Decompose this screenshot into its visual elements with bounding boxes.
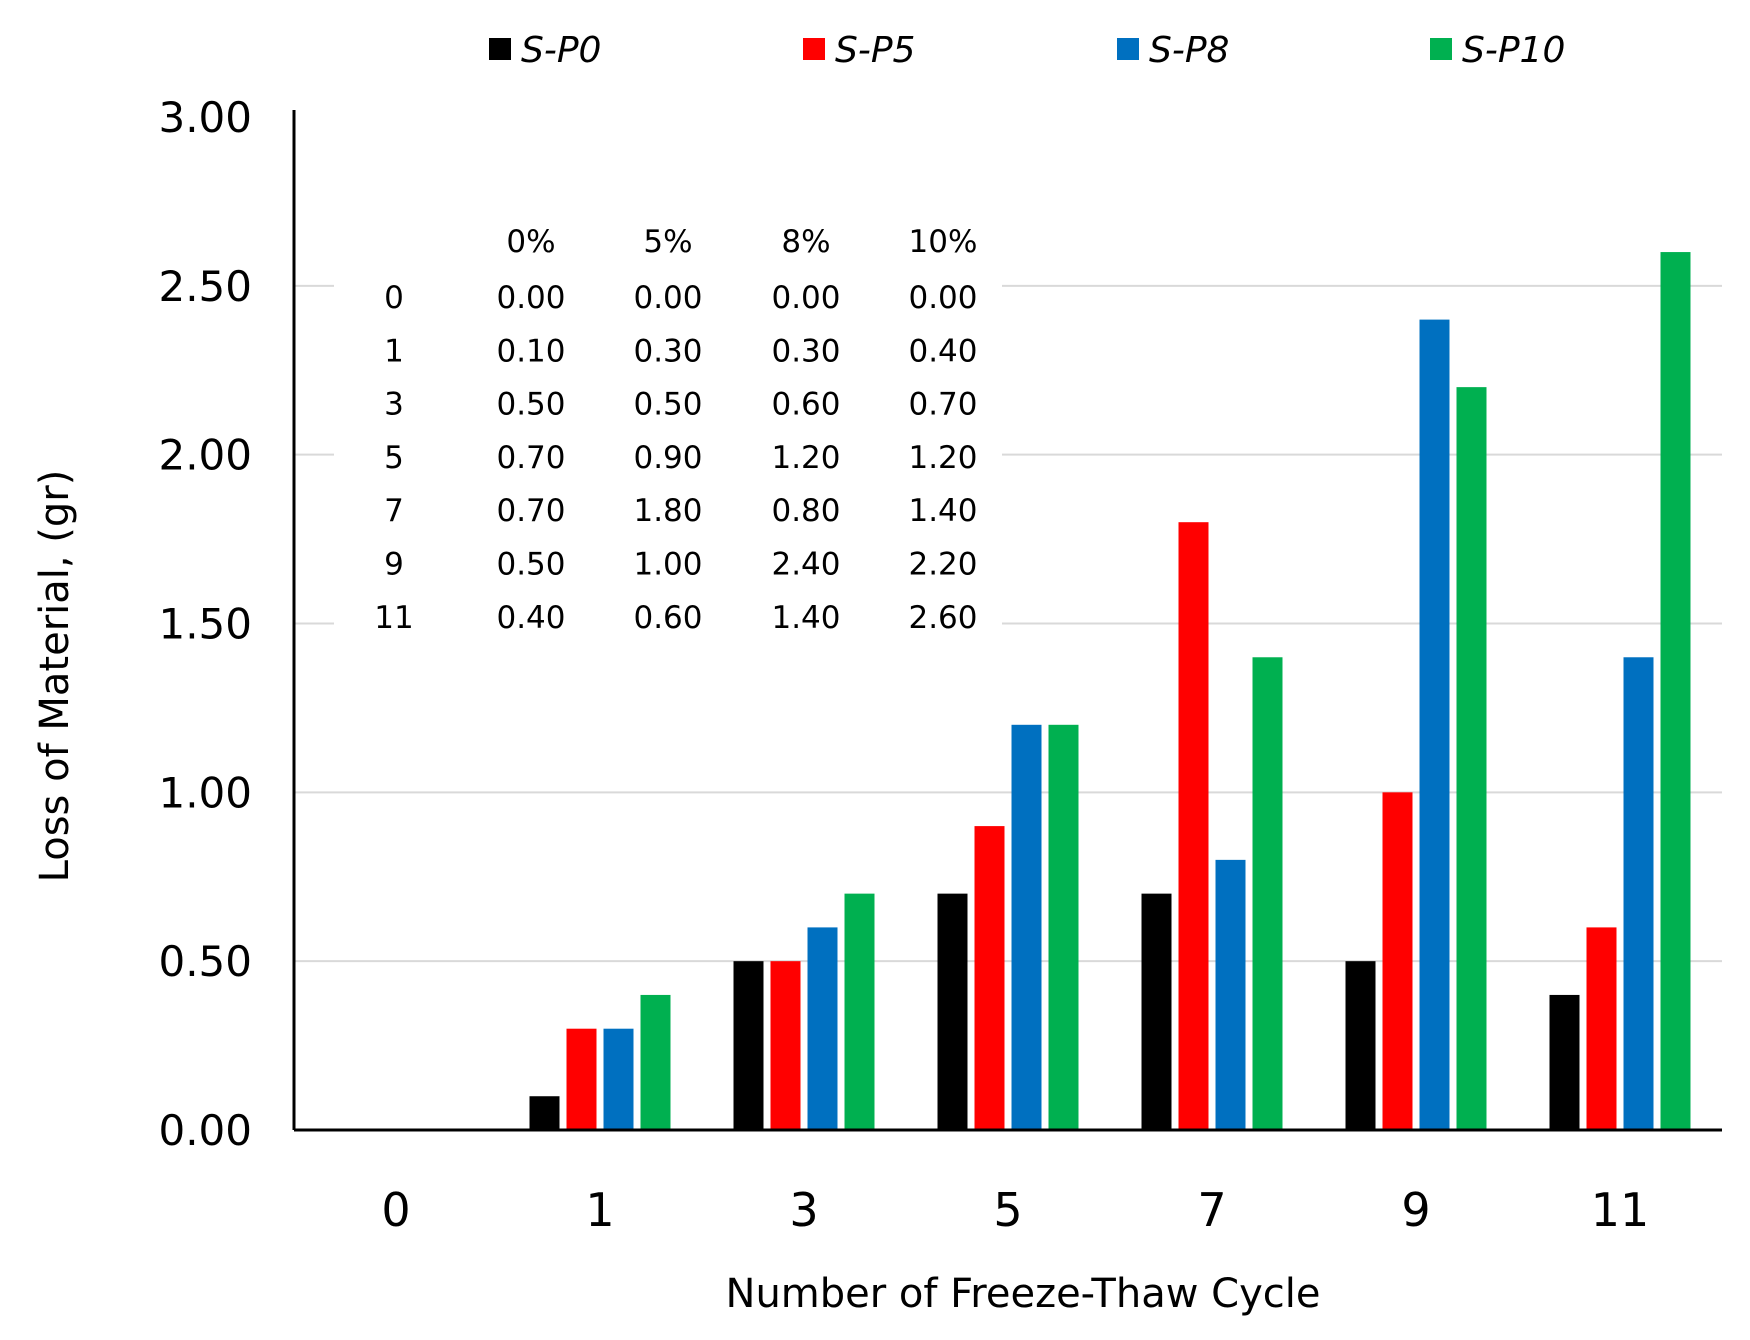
bar: [1549, 994, 1580, 1130]
data-table-cell: 0.00: [633, 280, 702, 316]
data-table-cell: 0.30: [771, 333, 840, 369]
data-table-cell: 0.70: [908, 387, 977, 423]
bar: [529, 1096, 560, 1130]
data-table-cell: 1.40: [771, 600, 840, 636]
y-tick-label: 0.50: [158, 937, 252, 986]
legend-label: S-P8: [1149, 30, 1229, 71]
bar: [1252, 657, 1283, 1130]
data-table-cell: 11: [374, 600, 413, 636]
bar: [1586, 927, 1617, 1130]
data-table-cell: 1.00: [633, 547, 702, 583]
bar: [1623, 657, 1654, 1130]
y-axis-title: Loss of Material, (gr): [32, 470, 78, 883]
data-table-cell: 1.20: [771, 440, 840, 476]
data-table-cell: 0: [384, 280, 404, 316]
data-table-cell: 0.00: [771, 280, 840, 316]
data-table-cell: 0.40: [908, 333, 977, 369]
y-tick-label: 1.00: [158, 768, 252, 817]
bar: [1456, 387, 1487, 1131]
data-table-cell: 0.50: [496, 547, 565, 583]
legend-swatch: [1430, 38, 1452, 60]
bars: [529, 252, 1691, 1131]
y-tick-label: 0.00: [158, 1106, 252, 1155]
data-table: 0% 5% 8% 10% 0 0.00 0.00 0.00 0.00 1 0.10 0.30 0.30 0…: [334, 224, 1002, 653]
data-table-cell: 0.00: [908, 280, 977, 316]
data-table-cell: 3: [384, 387, 404, 423]
y-tick-label: 3.00: [158, 93, 252, 142]
data-table-cell: 0.50: [496, 387, 565, 423]
y-tick-label: 2.00: [158, 431, 252, 480]
data-table-cell: 1: [384, 333, 404, 369]
bar: [1660, 252, 1691, 1131]
data-table-cell: 0.50: [633, 387, 702, 423]
data-table-header: 8%: [781, 224, 830, 260]
bar: [937, 893, 968, 1130]
bar: [1382, 792, 1413, 1130]
legend-label: S-P0: [521, 30, 601, 71]
legend-swatch: [803, 38, 825, 60]
bar: [1419, 319, 1450, 1131]
data-table-cell: 2.60: [908, 600, 977, 636]
legend-swatch: [1117, 38, 1139, 60]
data-table-header: 10%: [909, 224, 978, 260]
x-tick-label: 11: [1591, 1183, 1650, 1237]
data-table-cell: 0.00: [496, 280, 565, 316]
y-tick-label: 2.50: [158, 262, 252, 311]
bar: [974, 826, 1005, 1130]
data-table-cell: 2.20: [908, 547, 977, 583]
data-table-cell: 1.40: [908, 493, 977, 529]
data-table-header: 0%: [506, 224, 555, 260]
legend-swatch: [489, 38, 511, 60]
data-table-cell: 7: [384, 493, 404, 529]
data-table-background: [334, 225, 1002, 653]
bar: [1178, 522, 1209, 1130]
bar: [1345, 961, 1376, 1130]
legend-label: S-P10: [1462, 30, 1565, 71]
x-tick-label: 0: [381, 1183, 410, 1237]
data-table-cell: 0.40: [496, 600, 565, 636]
x-axis-title: Number of Freeze-Thaw Cycle: [726, 1271, 1321, 1317]
x-tick-label: 5: [993, 1183, 1022, 1237]
bar: [770, 961, 801, 1130]
data-table-cell: 1.20: [908, 440, 977, 476]
data-table-cell: 0.80: [771, 493, 840, 529]
x-tick-label: 9: [1401, 1183, 1430, 1237]
axes: 0.00 0.50 1.00 1.50 2.00 2.50 3.00 0 1 3 5 7 9 11: [158, 93, 1722, 1237]
bar: [603, 1028, 634, 1130]
bar: [807, 927, 838, 1130]
bar: [844, 893, 875, 1130]
data-table-cell: 0.70: [496, 440, 565, 476]
bar: [733, 961, 764, 1130]
bar: [640, 994, 671, 1130]
data-table-cell: 0.60: [633, 600, 702, 636]
y-tick-label: 1.50: [158, 600, 252, 649]
bar: [1141, 893, 1172, 1130]
data-table-cell: 9: [384, 547, 404, 583]
bar: [1048, 724, 1079, 1130]
data-table-cell: 1.80: [633, 493, 702, 529]
bar: [1215, 859, 1246, 1130]
data-table-cell: 0.70: [496, 493, 565, 529]
data-table-cell: 0.60: [771, 387, 840, 423]
data-table-cell: 5: [384, 440, 404, 476]
data-table-cell: 0.10: [496, 333, 565, 369]
legend: S-P0 S-P5 S-P8 S-P10: [489, 30, 1565, 71]
bar: [1011, 724, 1042, 1130]
x-tick-label: 7: [1197, 1183, 1226, 1237]
data-table-cell: 0.30: [633, 333, 702, 369]
data-table-cell: 2.40: [771, 547, 840, 583]
data-table-header: 5%: [643, 224, 692, 260]
x-tick-label: 1: [585, 1183, 614, 1237]
legend-label: S-P5: [835, 30, 915, 71]
x-tick-label: 3: [789, 1183, 818, 1237]
bar: [566, 1028, 597, 1130]
data-table-cell: 0.90: [633, 440, 702, 476]
